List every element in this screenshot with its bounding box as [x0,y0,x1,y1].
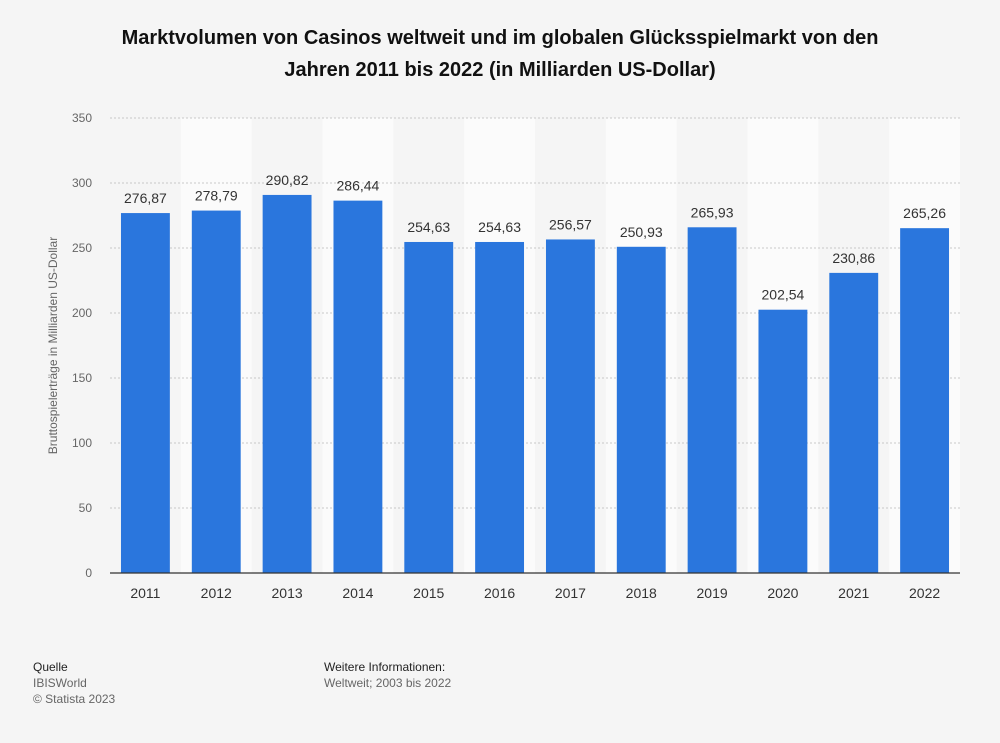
bar-2016 [475,241,525,573]
y-tick-label-300: 300 [72,176,92,190]
source-name: IBISWorld [33,676,87,690]
value-label-2020: 202,54 [762,287,805,303]
bar-2021 [829,272,879,573]
value-label-2021: 230,86 [832,250,875,266]
y-tick-label-250: 250 [72,241,92,255]
x-tick-label-2022: 2022 [909,585,940,601]
source-block: Quelle IBISWorld © Statista 2023 [33,659,115,707]
bar-2013 [262,194,312,573]
y-tick-label-150: 150 [72,371,92,385]
value-label-2022: 265,26 [903,205,946,221]
x-tick-label-2013: 2013 [272,585,303,601]
value-label-2013: 290,82 [266,172,309,188]
bar-2022 [900,228,950,574]
x-tick-label-2012: 2012 [201,585,232,601]
value-label-2016: 254,63 [478,219,521,235]
x-tick-label-2017: 2017 [555,585,586,601]
y-tick-label-100: 100 [72,436,92,450]
bar-2018 [616,246,666,573]
bar-2019 [687,227,737,573]
y-tick-label-50: 50 [79,501,93,515]
bar-2017 [545,239,595,574]
bar-2015 [404,241,454,573]
value-label-2017: 256,57 [549,216,592,232]
y-tick-label-350: 350 [72,111,92,125]
chart-title: Marktvolumen von Casinos weltweit und im… [60,22,940,86]
value-label-2012: 278,79 [195,188,238,204]
bar-2020 [758,309,808,573]
x-tick-label-2015: 2015 [413,585,444,601]
chart-title-line-2: Jahren 2011 bis 2022 (in Milliarden US-D… [284,59,716,81]
x-tick-label-2020: 2020 [767,585,798,601]
x-tick-label-2014: 2014 [342,585,373,601]
x-tick-label-2019: 2019 [697,585,728,601]
x-tick-label-2021: 2021 [838,585,869,601]
chart-title-line-1: Marktvolumen von Casinos weltweit und im… [121,27,879,49]
info-block: Weitere Informationen: Weltweit; 2003 bi… [324,659,451,691]
bar-2011 [120,213,170,573]
value-label-2018: 250,93 [620,224,663,240]
y-tick-label-200: 200 [72,306,92,320]
bar-2014 [333,200,383,574]
info-heading: Weitere Informationen: [324,660,446,674]
bar-2012 [191,210,241,573]
value-label-2019: 265,93 [691,204,734,220]
value-label-2015: 254,63 [407,219,450,235]
x-tick-label-2011: 2011 [130,585,160,601]
value-label-2011: 276,87 [124,190,167,206]
y-tick-label-0: 0 [85,566,92,580]
source-heading: Quelle [33,660,68,674]
copyright: © Statista 2023 [33,692,116,706]
y-axis-label: Bruttospielerträge in Milliarden US-Doll… [46,237,60,454]
value-label-2014: 286,44 [337,178,380,194]
x-tick-label-2018: 2018 [626,585,657,601]
info-text: Weltweit; 2003 bis 2022 [324,676,452,690]
x-tick-label-2016: 2016 [484,585,515,601]
